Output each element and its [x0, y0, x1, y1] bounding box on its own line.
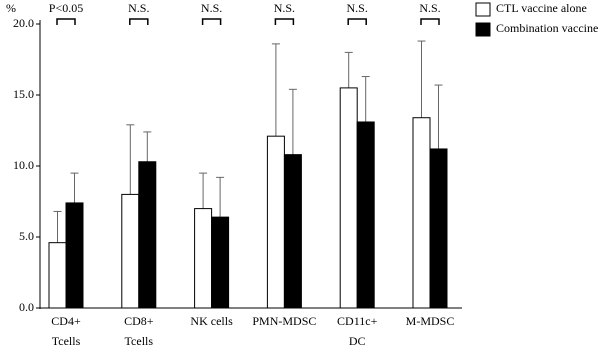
significance-bracket [129, 18, 149, 25]
bar [211, 216, 230, 309]
x-tick-label: DC [349, 334, 366, 346]
x-tick-label: M-MDSC [406, 314, 455, 328]
bar [121, 193, 140, 309]
bar [138, 161, 157, 309]
significance-label: N.S. [274, 1, 295, 15]
bar [283, 154, 302, 309]
y-tick-label: 20.0 [13, 16, 34, 30]
legend-swatch [475, 2, 491, 17]
y-tick-label: 10.0 [13, 158, 34, 172]
significance-label: N.S. [201, 1, 222, 15]
significance-bracket [347, 18, 367, 25]
significance-bracket [201, 18, 222, 25]
significance-label: N.S. [128, 1, 149, 15]
x-tick-label: CD11c+ [337, 314, 378, 328]
y-axis-label: % [6, 1, 16, 15]
bar [356, 121, 375, 309]
bar [194, 208, 213, 309]
legend-label: CTL vaccine alone [496, 1, 587, 15]
legend-swatch [475, 22, 491, 37]
significance-label: P<0.05 [49, 1, 83, 15]
significance-bracket [56, 18, 76, 25]
x-tick-label: Tcells [125, 334, 154, 346]
x-tick-label: PMN-MDSC [252, 314, 316, 328]
y-tick-label: 15.0 [13, 87, 34, 101]
bar [266, 135, 285, 309]
y-tick-label: 0.0 [19, 300, 34, 314]
bar [339, 87, 358, 309]
legend-label: Combination vaccine [496, 21, 598, 35]
y-tick-label: 5.0 [19, 229, 34, 243]
bar [429, 148, 448, 309]
significance-bracket [274, 18, 295, 25]
bar [412, 117, 431, 309]
significance-bracket [420, 18, 440, 25]
significance-label: N.S. [419, 1, 440, 15]
bar [48, 242, 67, 309]
bar [65, 202, 84, 309]
x-tick-label: NK cells [190, 314, 233, 328]
x-tick-label: CD4+ [51, 314, 81, 328]
x-tick-label: CD8+ [124, 314, 154, 328]
significance-label: N.S. [347, 1, 368, 15]
x-tick-label: Tcells [52, 334, 81, 346]
